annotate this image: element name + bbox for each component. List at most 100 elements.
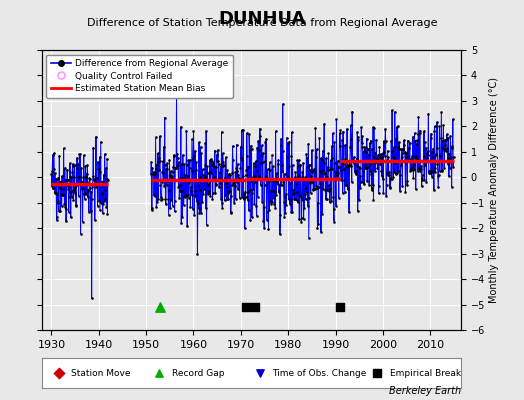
Point (210, 174, 219, 180)
Point (443, 145, 452, 152)
Point (393, 170, 401, 176)
Point (167, 168, 175, 174)
Point (211, 147, 219, 154)
Point (194, 205, 203, 212)
Point (402, 149, 410, 156)
Point (78, 179, 86, 185)
Point (197, 150, 205, 156)
Point (214, 161, 223, 167)
Point (261, 139, 269, 146)
Point (302, 189, 311, 196)
Point (277, 142, 285, 149)
Point (343, 162, 352, 169)
Point (413, 137, 421, 144)
Point (256, 126, 264, 132)
Point (299, 160, 308, 166)
Point (317, 229, 325, 235)
Point (56, 179, 64, 186)
Point (168, 203, 177, 209)
Point (173, 151, 181, 157)
Point (336, 167, 345, 174)
Point (182, 162, 191, 168)
Point (58, 173, 66, 180)
Point (228, 170, 236, 176)
Text: Empirical Break: Empirical Break (390, 368, 461, 378)
Point (266, 198, 275, 204)
Point (440, 146, 449, 153)
Point (94, 159, 102, 165)
Point (49, 185, 58, 191)
Point (331, 160, 339, 166)
Point (259, 204, 268, 210)
Point (407, 156, 415, 162)
Point (56, 208, 64, 214)
Point (319, 167, 327, 174)
Point (227, 182, 236, 188)
Point (169, 164, 178, 170)
Point (225, 171, 233, 178)
Point (285, 138, 293, 145)
Point (51, 170, 59, 176)
Point (187, 188, 195, 194)
Point (148, 207, 156, 213)
Point (70, 186, 78, 193)
Point (428, 148, 436, 155)
Point (447, 184, 456, 190)
Point (227, 209, 235, 215)
Point (408, 153, 417, 160)
Point (83, 194, 92, 200)
Point (416, 127, 424, 134)
Point (405, 157, 413, 163)
Point (188, 167, 196, 174)
Point (250, 201, 258, 208)
Point (281, 210, 290, 216)
Point (229, 157, 237, 163)
Point (413, 168, 422, 174)
Point (430, 128, 439, 134)
Point (51, 189, 60, 196)
Point (349, 157, 357, 164)
Point (321, 169, 329, 176)
Point (340, 166, 348, 172)
Point (399, 150, 407, 157)
Point (313, 185, 321, 192)
Point (276, 212, 285, 218)
Point (435, 123, 444, 130)
Point (214, 147, 222, 153)
Point (347, 163, 356, 169)
Point (302, 185, 310, 191)
Point (428, 168, 436, 175)
Point (380, 153, 389, 159)
Point (432, 151, 441, 158)
Point (184, 157, 192, 164)
Point (434, 172, 443, 178)
Text: Berkeley Earth: Berkeley Earth (389, 386, 461, 396)
Point (230, 177, 238, 184)
Point (297, 219, 305, 225)
Point (438, 168, 446, 174)
Point (237, 127, 246, 134)
Point (231, 177, 239, 184)
Point (248, 190, 257, 196)
Point (82, 171, 91, 177)
Point (334, 170, 343, 176)
Point (362, 144, 370, 150)
Point (392, 158, 400, 164)
Point (347, 179, 356, 185)
Point (190, 153, 198, 159)
Point (441, 136, 449, 143)
Point (356, 184, 364, 191)
Point (362, 149, 370, 156)
Point (269, 188, 277, 194)
Point (387, 176, 396, 182)
Point (294, 173, 303, 179)
Point (376, 154, 384, 161)
Point (437, 109, 445, 116)
Point (443, 131, 451, 138)
Point (292, 181, 300, 188)
Point (337, 176, 345, 183)
Point (344, 186, 352, 193)
Point (258, 142, 266, 149)
Point (91, 217, 99, 224)
Point (182, 128, 191, 134)
